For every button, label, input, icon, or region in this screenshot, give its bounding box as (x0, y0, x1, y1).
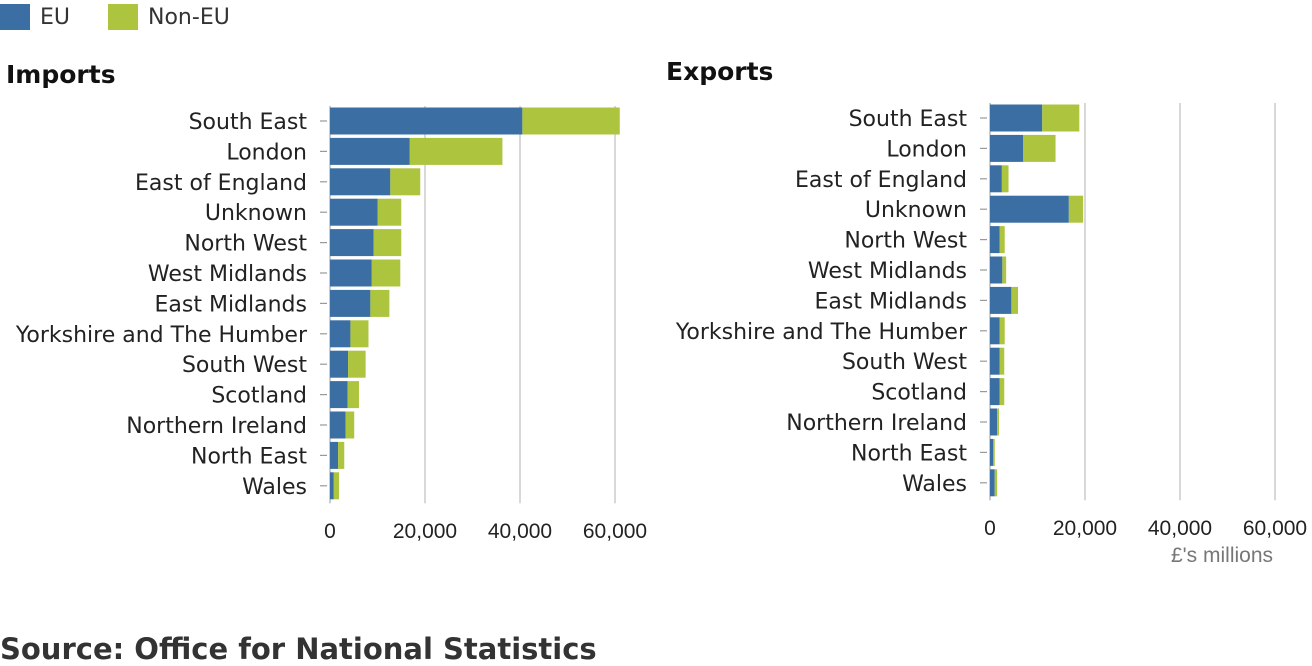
imports-bar-south-east-non-eu (522, 107, 620, 135)
exports-bar-scotland-eu (990, 378, 1000, 406)
imports-bar-south-west-eu (330, 350, 349, 378)
imports-bar-east-of-england-non-eu (390, 168, 421, 196)
exports-bar-east-midlands-non-eu (1011, 286, 1019, 314)
imports-bar-london-eu (330, 137, 410, 165)
imports-xtick-2: 40,000 (488, 520, 552, 543)
exports-bar-north-east-eu (990, 438, 994, 466)
imports-bar-east-of-england-eu (330, 168, 391, 196)
exports-bar-london-non-eu (1023, 134, 1056, 162)
imports-xtick-1: 20,000 (393, 520, 457, 543)
exports-bar-south-west-eu (990, 347, 1000, 375)
imports-bar-east-midlands-eu (330, 289, 371, 317)
imports-category-label-east-midlands: East Midlands (155, 292, 308, 317)
exports-bar-south-east-non-eu (1042, 104, 1080, 132)
legend-label-eu: EU (40, 4, 71, 30)
imports-bar-wales-eu (330, 472, 334, 500)
exports-bar-south-east-eu (990, 104, 1043, 132)
imports-bar-north-east-non-eu (338, 441, 345, 469)
imports-bar-yorkshire-and-the-humber-eu (330, 320, 351, 348)
exports-bar-west-midlands-eu (990, 256, 1003, 284)
imports-category-label-yorkshire-and-the-humber: Yorkshire and The Humber (15, 323, 308, 348)
legend-item-eu[interactable]: EU (0, 4, 70, 30)
imports-bar-unknown-eu (330, 198, 378, 226)
imports-bar-northern-ireland-eu (330, 411, 346, 439)
imports-category-label-northern-ireland: Northern Ireland (126, 414, 307, 439)
exports-bar-northern-ireland-eu (990, 408, 998, 436)
legend-item-non-eu[interactable]: Non-EU (108, 4, 230, 30)
imports-bar-wales-non-eu (333, 472, 340, 500)
imports-category-label-east-of-england: East of England (135, 171, 307, 196)
legend: EU Non-EU (0, 4, 268, 30)
exports-bar-east-midlands-eu (990, 286, 1012, 314)
imports-category-label-north-west: North West (184, 232, 307, 257)
exports-category-label-north-east: North East (851, 441, 967, 466)
imports-bar-north-west-eu (330, 229, 374, 257)
exports-title: Exports (666, 57, 774, 86)
imports-bar-scotland-eu (330, 381, 348, 409)
exports-bar-scotland-non-eu (999, 378, 1005, 406)
exports-bar-east-of-england-non-eu (1001, 165, 1009, 193)
imports-category-label-west-midlands: West Midlands (148, 262, 307, 287)
source-note: Source: Office for National Statistics (0, 632, 597, 666)
exports-category-label-north-west: North West (844, 229, 967, 254)
imports-bar-yorkshire-and-the-humber-non-eu (350, 320, 369, 348)
imports-bar-london-non-eu (409, 137, 503, 165)
imports-category-label-london: London (226, 140, 307, 165)
imports-category-label-wales: Wales (242, 475, 307, 500)
exports-bar-london-eu (990, 134, 1024, 162)
imports-category-label-unknown: Unknown (205, 201, 307, 226)
exports-bar-unknown-eu (990, 195, 1069, 223)
imports-category-label-south-east: South East (189, 110, 308, 135)
imports-bar-north-west-non-eu (373, 229, 402, 257)
imports-xtick-3: 60,000 (583, 520, 647, 543)
legend-swatch-eu (0, 4, 30, 30)
imports-bar-west-midlands-eu (330, 259, 372, 287)
legend-label-non-eu: Non-EU (148, 4, 230, 30)
imports-xtick-0: 0 (324, 520, 336, 543)
exports-category-label-south-east: South East (849, 107, 968, 132)
exports-bar-yorkshire-and-the-humber-non-eu (999, 317, 1005, 345)
imports-bar-northern-ireland-non-eu (345, 411, 355, 439)
exports-bar-wales-eu (990, 469, 995, 497)
legend-swatch-non-eu (108, 4, 139, 30)
imports-bar-west-midlands-non-eu (371, 259, 401, 287)
exports-category-label-unknown: Unknown (865, 198, 967, 223)
exports-xtick-2: 40,000 (1148, 517, 1212, 540)
imports-bar-unknown-non-eu (377, 198, 402, 226)
exports-bar-yorkshire-and-the-humber-eu (990, 317, 1000, 345)
imports-bar-north-east-eu (330, 441, 339, 469)
exports-bar-north-east-non-eu (993, 438, 995, 466)
exports-bar-east-of-england-eu (990, 165, 1002, 193)
exports-category-label-east-of-england: East of England (795, 168, 967, 193)
exports-xtick-1: 20,000 (1053, 517, 1117, 540)
exports-bar-west-midlands-non-eu (1002, 256, 1007, 284)
exports-bar-northern-ireland-non-eu (997, 408, 1000, 436)
exports-x-axis-label: £'s millions (1171, 544, 1273, 567)
exports-category-label-south-west: South West (842, 350, 967, 375)
exports-xtick-3: 60,000 (1243, 517, 1307, 540)
exports-bar-south-west-non-eu (999, 347, 1005, 375)
exports-category-label-west-midlands: West Midlands (808, 259, 967, 284)
charts-canvas: 0 20,000 40,000 60,000 South East London East … (15, 103, 1307, 567)
imports-category-label-north-east: North East (191, 444, 307, 469)
imports-bar-scotland-non-eu (347, 381, 359, 409)
imports-title: Imports (6, 60, 116, 89)
exports-category-label-yorkshire-and-the-humber: Yorkshire and The Humber (675, 320, 968, 345)
imports-bar-south-west-non-eu (348, 350, 366, 378)
exports-bar-north-west-eu (990, 226, 1000, 254)
imports-bar-south-east-eu (330, 107, 523, 135)
exports-bar-wales-non-eu (994, 469, 998, 497)
exports-category-label-east-midlands: East Midlands (815, 289, 968, 314)
imports-category-label-scotland: Scotland (211, 384, 307, 409)
exports-category-label-wales: Wales (902, 472, 967, 497)
exports-category-label-london: London (886, 137, 967, 162)
exports-bar-unknown-non-eu (1068, 195, 1084, 223)
exports-xtick-0: 0 (984, 517, 996, 540)
exports-bar-north-west-non-eu (999, 226, 1005, 254)
exports-category-label-scotland: Scotland (871, 381, 967, 406)
exports-category-label-northern-ireland: Northern Ireland (786, 411, 967, 436)
imports-category-label-south-west: South West (182, 353, 307, 378)
imports-bar-east-midlands-non-eu (370, 289, 390, 317)
